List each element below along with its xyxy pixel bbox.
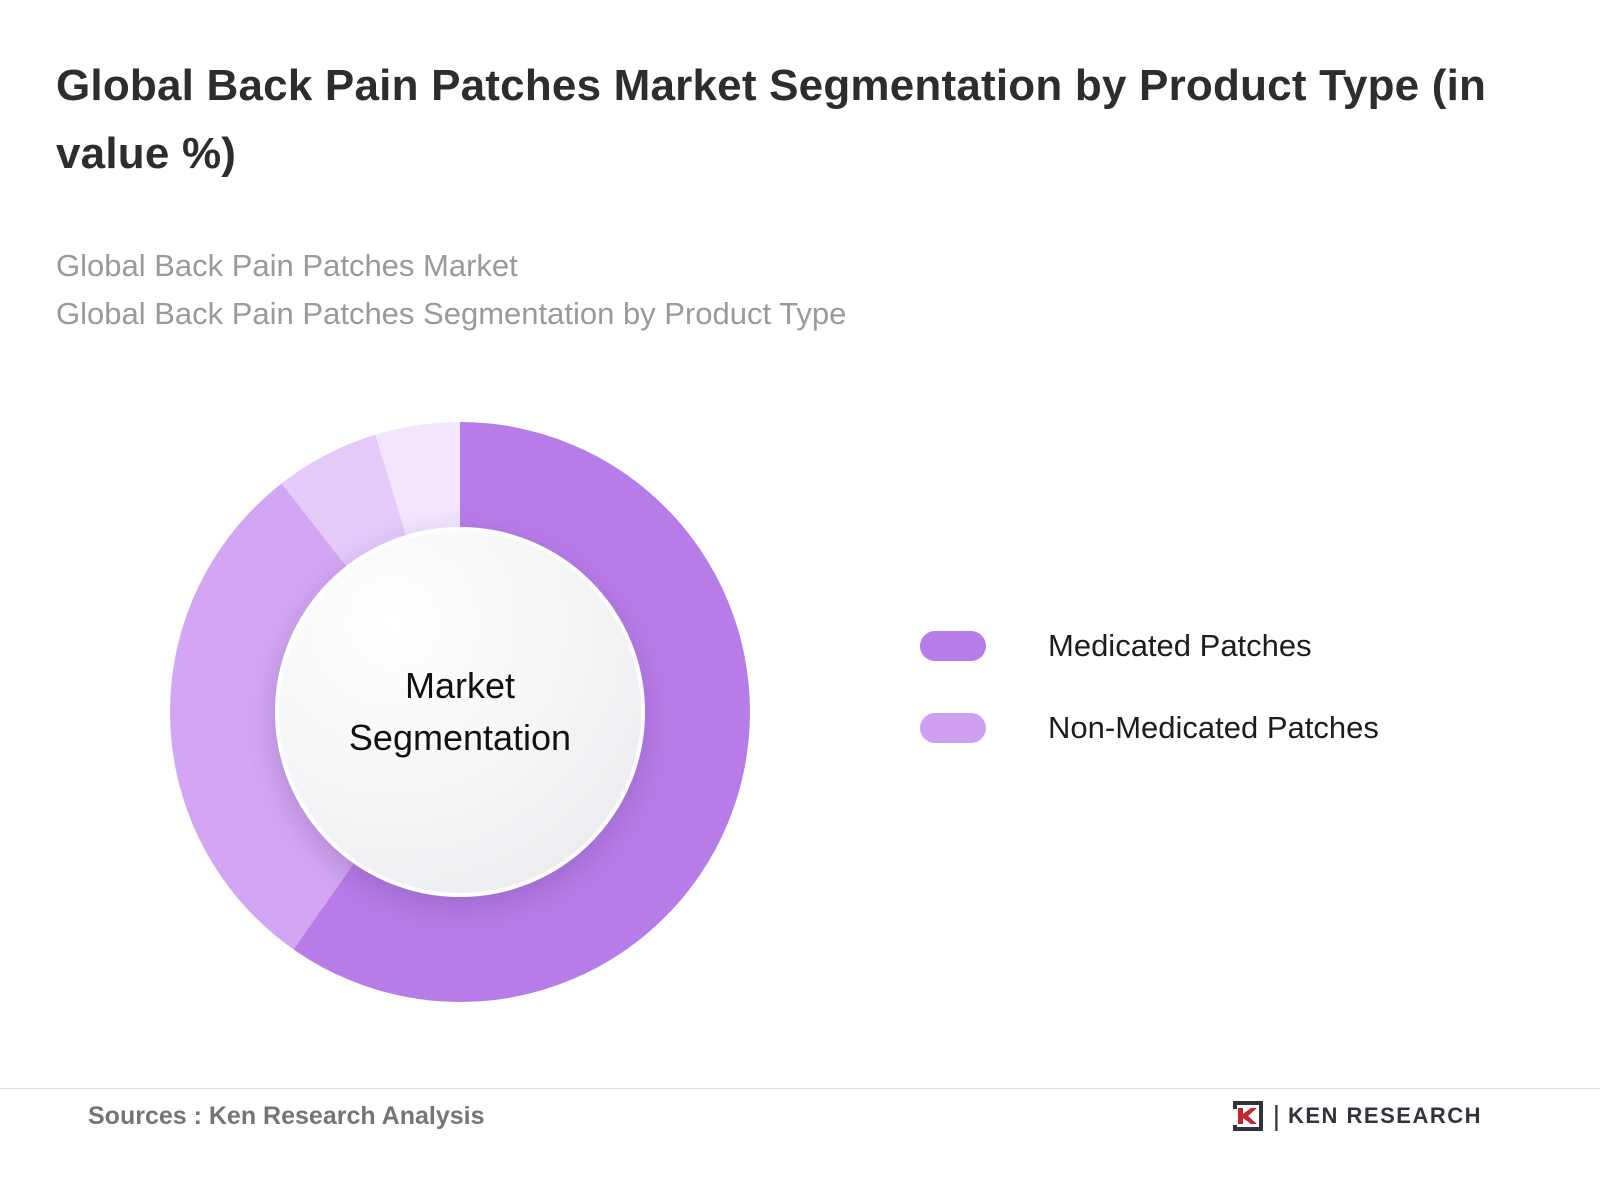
legend-swatch-medicated — [920, 631, 986, 661]
donut-center-label: Market Segmentation — [348, 664, 572, 758]
footer-divider — [0, 1088, 1600, 1089]
logo-separator: | — [1272, 1100, 1280, 1131]
ken-research-logo: | KEN RESEARCH — [1231, 1099, 1482, 1133]
ken-research-logo-text: KEN RESEARCH — [1287, 1103, 1482, 1128]
source-note: Sources : Ken Research Analysis — [88, 1102, 485, 1130]
ken-research-logo-icon — [1231, 1099, 1265, 1133]
legend-label-non-medicated: Non-Medicated Patches — [1048, 710, 1379, 745]
page-title: Global Back Pain Patches Market Segmenta… — [56, 61, 1487, 179]
subtitle-block: Global Back Pain Patches Market Global B… — [56, 242, 1256, 338]
donut-center: Market Segmentation — [275, 527, 645, 897]
legend-item-non-medicated: Non-Medicated Patches — [920, 710, 1379, 746]
legend-item-medicated: Medicated Patches — [920, 628, 1379, 664]
subtitle-line-2: Global Back Pain Patches Segmentation by… — [56, 296, 847, 332]
legend: Medicated Patches Non-Medicated Patches — [920, 628, 1379, 746]
legend-label-medicated: Medicated Patches — [1048, 628, 1312, 663]
donut-chart-area: Market Segmentation — [170, 422, 750, 1002]
subtitle-line-1: Global Back Pain Patches Market — [56, 248, 518, 283]
legend-swatch-non-medicated — [920, 713, 986, 743]
